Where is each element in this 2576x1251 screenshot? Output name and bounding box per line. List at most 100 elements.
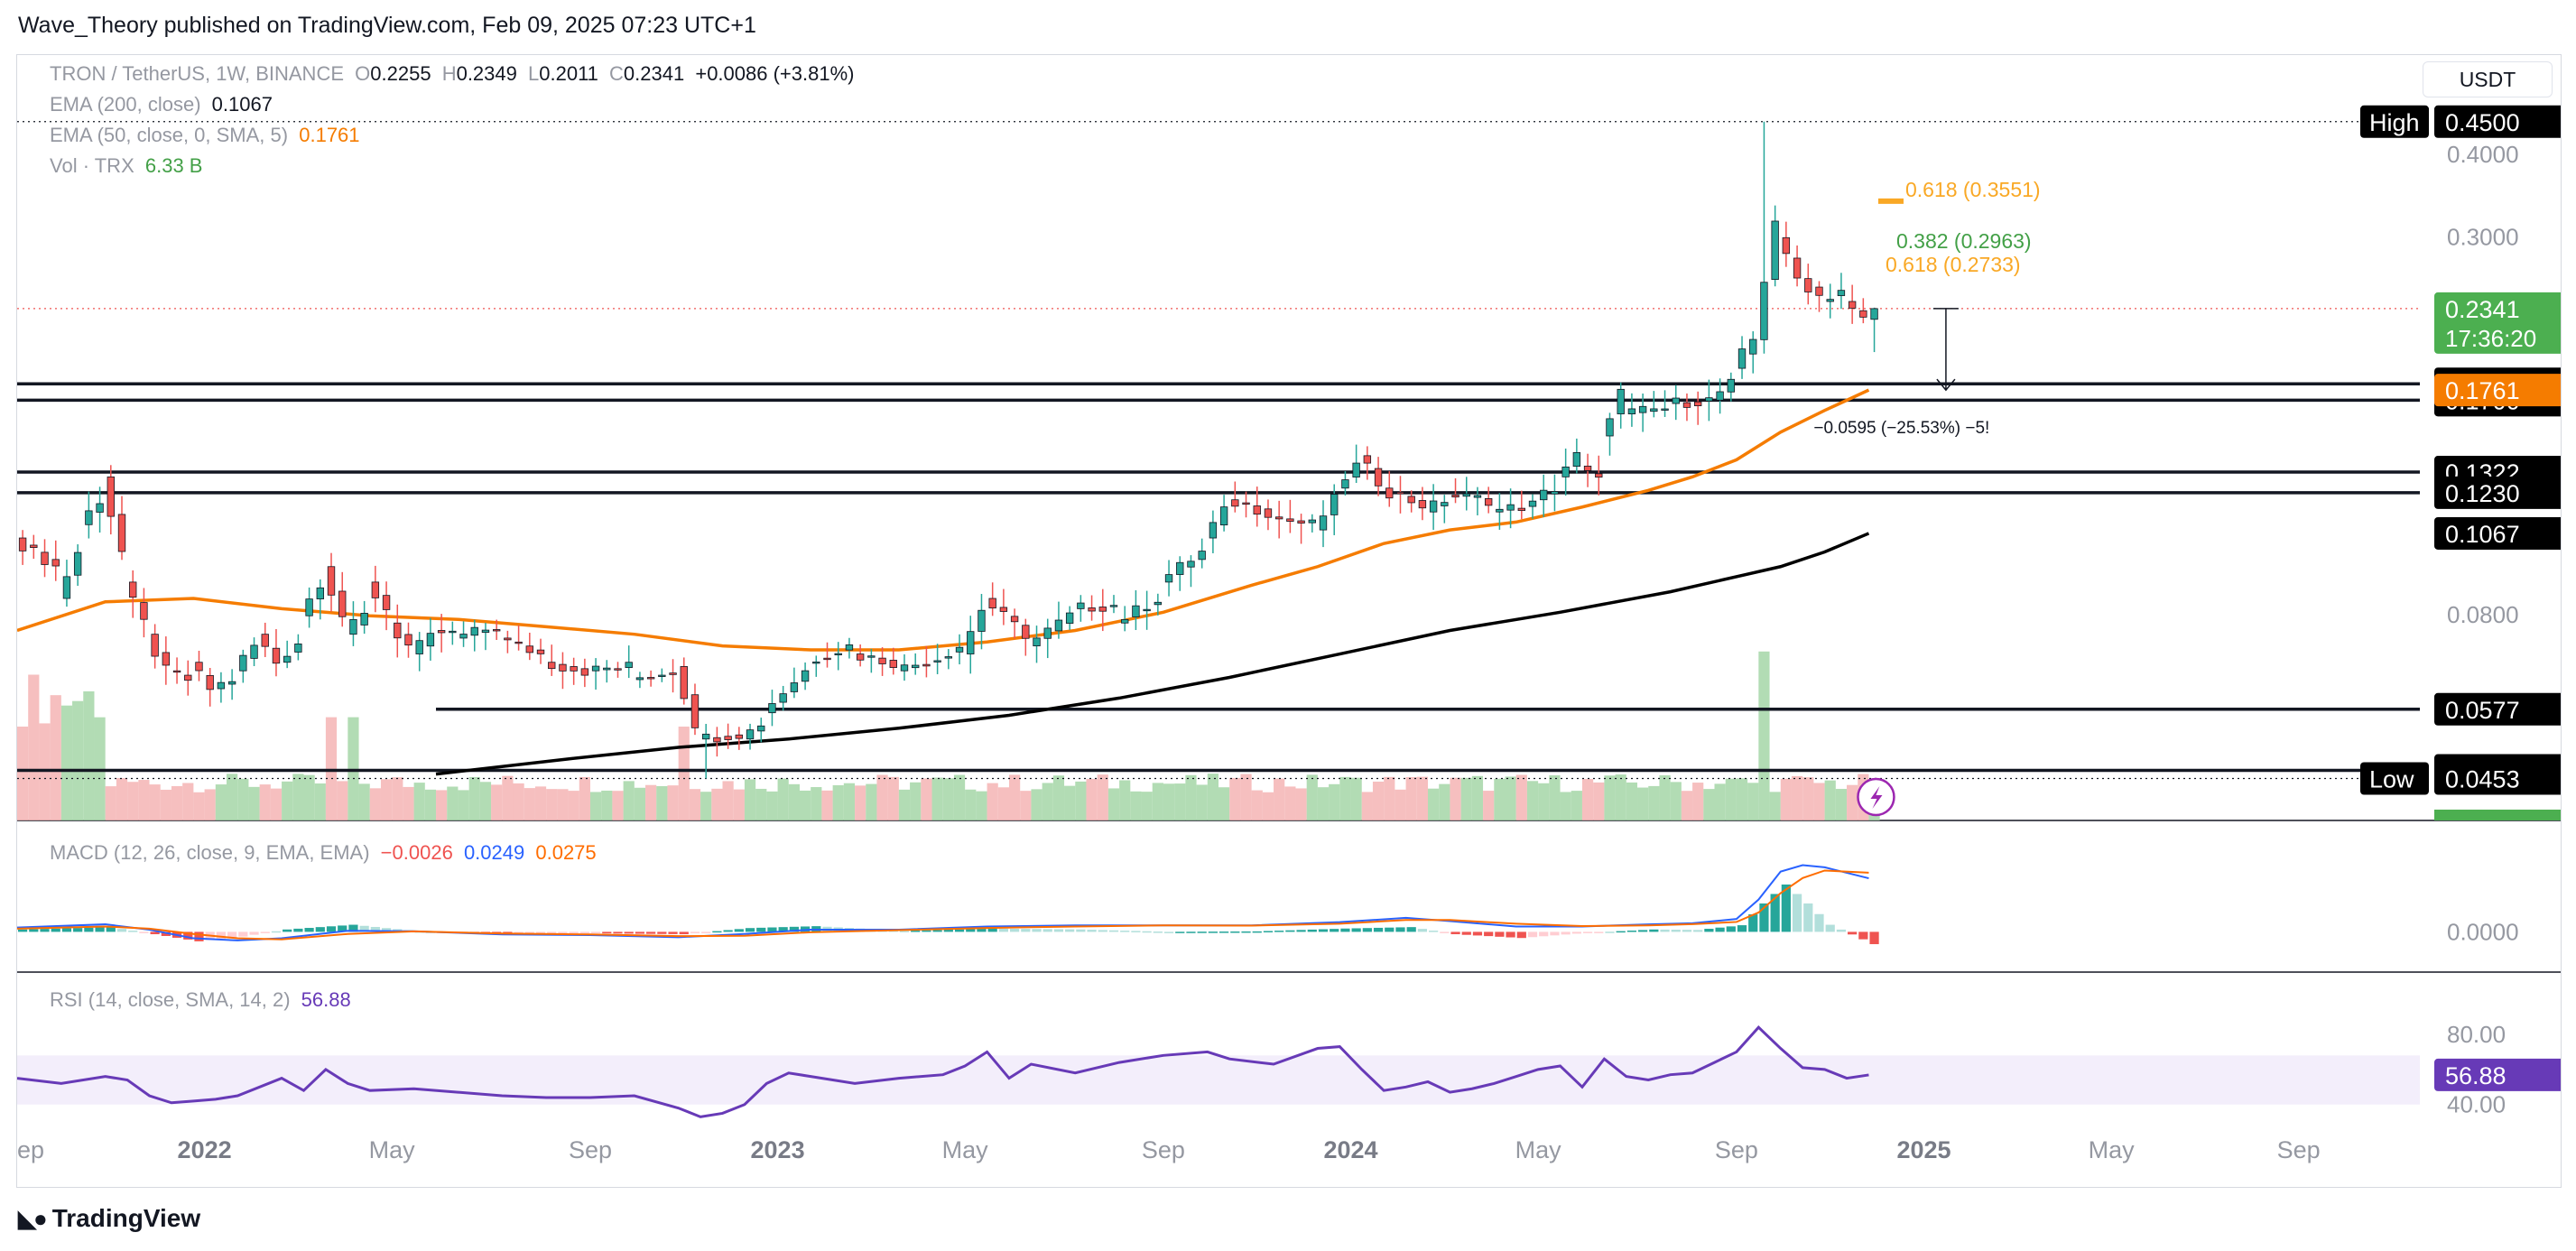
volume-bar [1219, 787, 1230, 820]
volume-bar [83, 690, 95, 820]
volume-bar [1802, 777, 1814, 820]
candle-body [1253, 505, 1261, 515]
candle-body [658, 674, 666, 677]
volume-bar [1163, 783, 1175, 820]
macd-histogram-bar [51, 928, 60, 932]
candle-body [250, 644, 258, 659]
candle-body [382, 595, 391, 610]
candle-body [1274, 516, 1283, 520]
macd-histogram-bar [1484, 931, 1494, 937]
volume-bar [1637, 787, 1649, 820]
candle-body [184, 674, 192, 681]
macd-histogram-bar [954, 929, 965, 932]
volume-bar [656, 785, 668, 820]
volume-bar [976, 791, 987, 820]
chart-canvas[interactable]: 0.618 (0.3551) 0.382 (0.2963)0.618 (0.273… [17, 55, 2561, 1187]
candle-body [1826, 299, 1834, 302]
volume-bar [1494, 778, 1506, 820]
rsi-tick-label: 40.00 [2447, 1091, 2506, 1118]
volume-bar [1329, 783, 1340, 820]
time-tick-label: May [1515, 1136, 1562, 1163]
volume-bar [458, 790, 469, 820]
macd-histogram-bar [1065, 929, 1075, 932]
volume-bar [1747, 783, 1759, 820]
volume-bar [1042, 783, 1053, 820]
time-tick-label: 2022 [178, 1136, 232, 1163]
currency-button[interactable]: USDT [2423, 61, 2553, 97]
macd-histogram-bar [260, 931, 270, 933]
candle-body [536, 649, 545, 654]
macd-histogram-bar [139, 931, 149, 933]
macd-histogram-bar [359, 925, 369, 932]
candle-body [18, 537, 27, 551]
macd-histogram-bar [624, 931, 634, 934]
candle-body [570, 666, 578, 672]
volume-bar [1008, 774, 1021, 820]
candle-body [856, 653, 865, 661]
macd-histogram-bar [712, 931, 722, 933]
volume-bar [1560, 792, 1571, 820]
volume-bar [1824, 780, 1836, 820]
volume-bar [1471, 775, 1484, 820]
macd-histogram-bar [1252, 931, 1262, 933]
volume-bar [1692, 783, 1704, 820]
volume-bar [237, 778, 249, 820]
close-label: C [609, 62, 624, 85]
volume-bar [1714, 783, 1726, 820]
macd-histogram-bar [1506, 931, 1515, 938]
volume-bar [876, 774, 888, 820]
volume-bar [1626, 782, 1638, 820]
volume-bar [60, 705, 73, 820]
candle-body [1441, 502, 1449, 506]
volume-bar [689, 789, 701, 820]
volume-bar [1416, 776, 1429, 820]
macd-histogram-bar [690, 931, 700, 933]
candle-body [481, 629, 490, 634]
macd-histogram-bar [1241, 931, 1251, 933]
candle-body [625, 662, 633, 669]
macd-histogram-bar [194, 931, 204, 941]
candle-body [1077, 602, 1085, 609]
candle-body [845, 644, 854, 651]
chart-frame[interactable]: 0.618 (0.3551) 0.382 (0.2963) 0.618 (0.273… [16, 54, 2562, 1188]
macd-histogram-bar [1726, 926, 1736, 932]
time-tick-label: ep [17, 1136, 44, 1163]
macd-histogram-bar [932, 930, 942, 932]
candle-body [867, 655, 876, 658]
candle-body [1617, 388, 1625, 414]
candle-body [580, 668, 589, 676]
macd-histogram-bar [1098, 930, 1107, 932]
volume-bar [855, 785, 866, 820]
candle-body [757, 725, 765, 732]
volume-bar [1350, 777, 1362, 820]
volume-bar [28, 674, 40, 820]
candle-body [1561, 466, 1570, 477]
candle-body [73, 551, 82, 576]
volume-bar [1703, 789, 1715, 820]
candle-body [1132, 605, 1140, 617]
candle-body [51, 559, 60, 567]
macd-histogram-bar [1649, 929, 1659, 932]
volume-bar [502, 775, 514, 820]
volume-bar [1847, 784, 1858, 820]
volume-bar [667, 785, 679, 820]
macd-histogram-bar [1715, 927, 1725, 932]
volume-bar [1791, 775, 1803, 820]
macd-histogram-bar [1285, 930, 1295, 932]
macd-histogram-bar [1274, 931, 1284, 932]
price-badge-bg [2434, 292, 2561, 354]
volume-bar [1549, 774, 1561, 820]
price-tick-label: 0.0800 [2447, 601, 2519, 628]
candle-body [1595, 473, 1603, 478]
volume-bar [259, 784, 271, 820]
macd-histogram-bar [95, 927, 105, 932]
macd-histogram-bar [1395, 927, 1405, 932]
volume-bar [1251, 790, 1263, 820]
volume-bar [1240, 774, 1252, 820]
candle-body [1837, 290, 1846, 296]
candle-body [944, 656, 953, 659]
volume-bar [997, 787, 1009, 820]
change-value: +0.0086 (+3.81%) [695, 62, 855, 85]
macd-histogram-bar [1053, 929, 1064, 932]
